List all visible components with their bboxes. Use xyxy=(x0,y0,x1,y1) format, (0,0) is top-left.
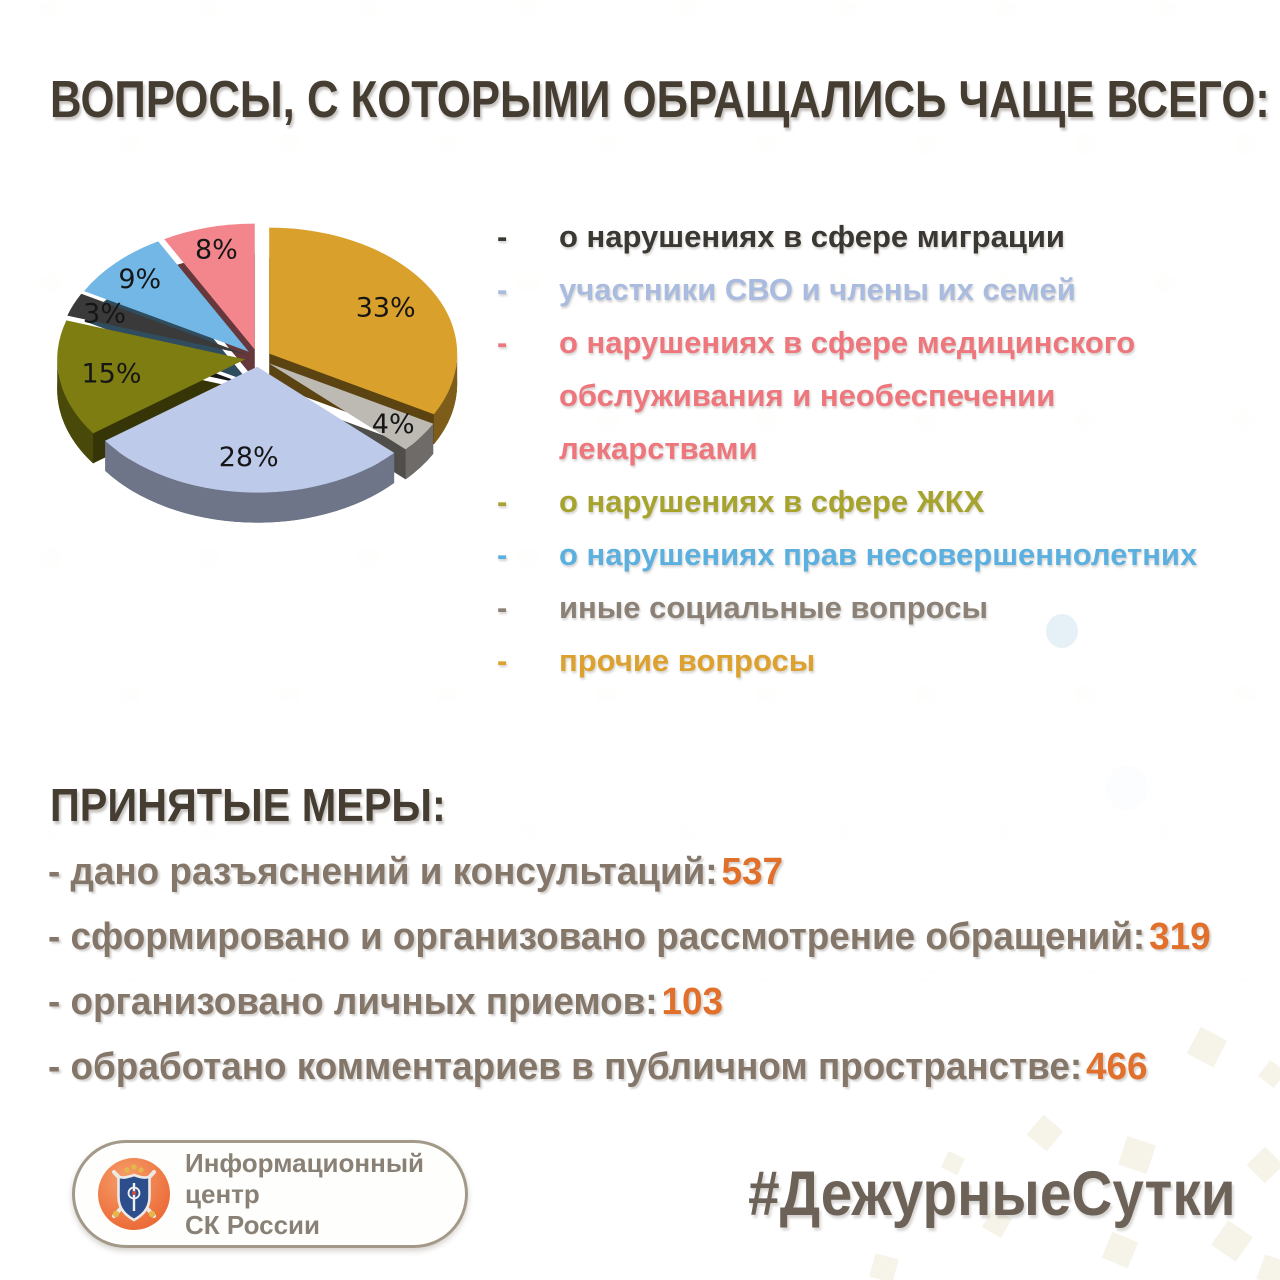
legend-label: участники СВО и члены их семей xyxy=(559,272,1076,307)
svg-text:33%: 33% xyxy=(356,292,416,323)
measure-value: 537 xyxy=(721,851,783,893)
svg-text:8%: 8% xyxy=(195,235,238,266)
chart-legend: - о нарушениях в сфере миграции - участники… xyxy=(497,210,1237,687)
legend-bullet: - xyxy=(497,325,508,360)
svg-text:3%: 3% xyxy=(83,299,126,330)
svg-text:15%: 15% xyxy=(81,359,141,390)
legend-label: о нарушениях прав несовершеннолетних xyxy=(559,537,1198,572)
legend-item: - участники СВО и члены их семей xyxy=(497,263,1237,316)
measure-label: - обработано комментариев в публичном пр… xyxy=(48,1046,1083,1088)
legend-item: - о нарушениях в сфере ЖКХ xyxy=(497,475,1237,528)
measure-value: 103 xyxy=(661,981,723,1023)
measure-value: 466 xyxy=(1085,1046,1148,1088)
legend-label: прочие вопросы xyxy=(559,643,816,678)
pie-chart-3d: 33% 4% 28% 15% 3% 9% 8% xyxy=(57,223,458,523)
legend-label: о нарушениях в сфере миграции xyxy=(559,219,1065,254)
legend-label: иные социальные вопросы xyxy=(559,590,988,625)
measure-item: - сформировано и организовано рассмотрен… xyxy=(48,917,1231,957)
logo-text-line1: Информационный центр xyxy=(185,1147,425,1209)
svg-text:9%: 9% xyxy=(118,264,161,295)
measure-label: - дано разъяснений и консультаций: xyxy=(48,851,718,893)
legend-item: - о нарушениях прав несовершеннолетних xyxy=(497,528,1237,581)
measure-label: - сформировано и организовано рассмотрен… xyxy=(48,916,1146,958)
legend-item: - о нарушениях в сфере медицинского обслу… xyxy=(497,316,1237,475)
measure-label: - организовано личных приемов: xyxy=(48,981,658,1023)
page-title: ВОПРОСЫ, С КОТОРЫМИ ОБРАЩАЛИСЬ ЧАЩЕ ВСЕГ… xyxy=(50,71,1270,129)
logo-text: Информационный центр СК России xyxy=(185,1148,465,1241)
legend-bullet: - xyxy=(497,219,508,254)
legend-bullet: - xyxy=(497,484,508,519)
measures-heading: ПРИНЯТЫЕ МЕРЫ: xyxy=(50,779,446,831)
bokeh-dot xyxy=(1106,765,1148,811)
legend-bullet: - xyxy=(497,590,508,625)
measure-item: - дано разъяснений и консультаций: 537 xyxy=(48,852,1231,892)
hashtag: #ДежурныеСутки xyxy=(748,1159,1236,1229)
legend-item: - иные социальные вопросы xyxy=(497,581,1237,634)
legend-bullet: - xyxy=(497,643,508,678)
measures-list: - дано разъяснений и консультаций: 537 - с… xyxy=(48,852,1268,1112)
bokeh-dot xyxy=(750,806,772,828)
measure-item: - организовано личных приемов: 103 xyxy=(48,982,1231,1022)
measure-item: - обработано комментариев в публичном пр… xyxy=(48,1047,1231,1087)
sk-logo-badge: Информационный центр СК России xyxy=(72,1140,468,1248)
legend-bullet: - xyxy=(497,272,508,307)
legend-bullet: - xyxy=(497,537,508,572)
legend-label: о нарушениях в сфере ЖКХ xyxy=(559,484,985,519)
measure-value: 319 xyxy=(1149,916,1211,958)
sk-emblem-icon xyxy=(98,1158,170,1230)
legend-item: - о нарушениях в сфере миграции xyxy=(497,210,1237,263)
legend-item: - прочие вопросы xyxy=(497,634,1237,687)
svg-text:28%: 28% xyxy=(219,442,279,473)
logo-text-line2: СК России xyxy=(185,1209,320,1240)
svg-text:4%: 4% xyxy=(372,409,415,440)
legend-label: о нарушениях в сфере медицинского обслуж… xyxy=(559,325,1136,466)
